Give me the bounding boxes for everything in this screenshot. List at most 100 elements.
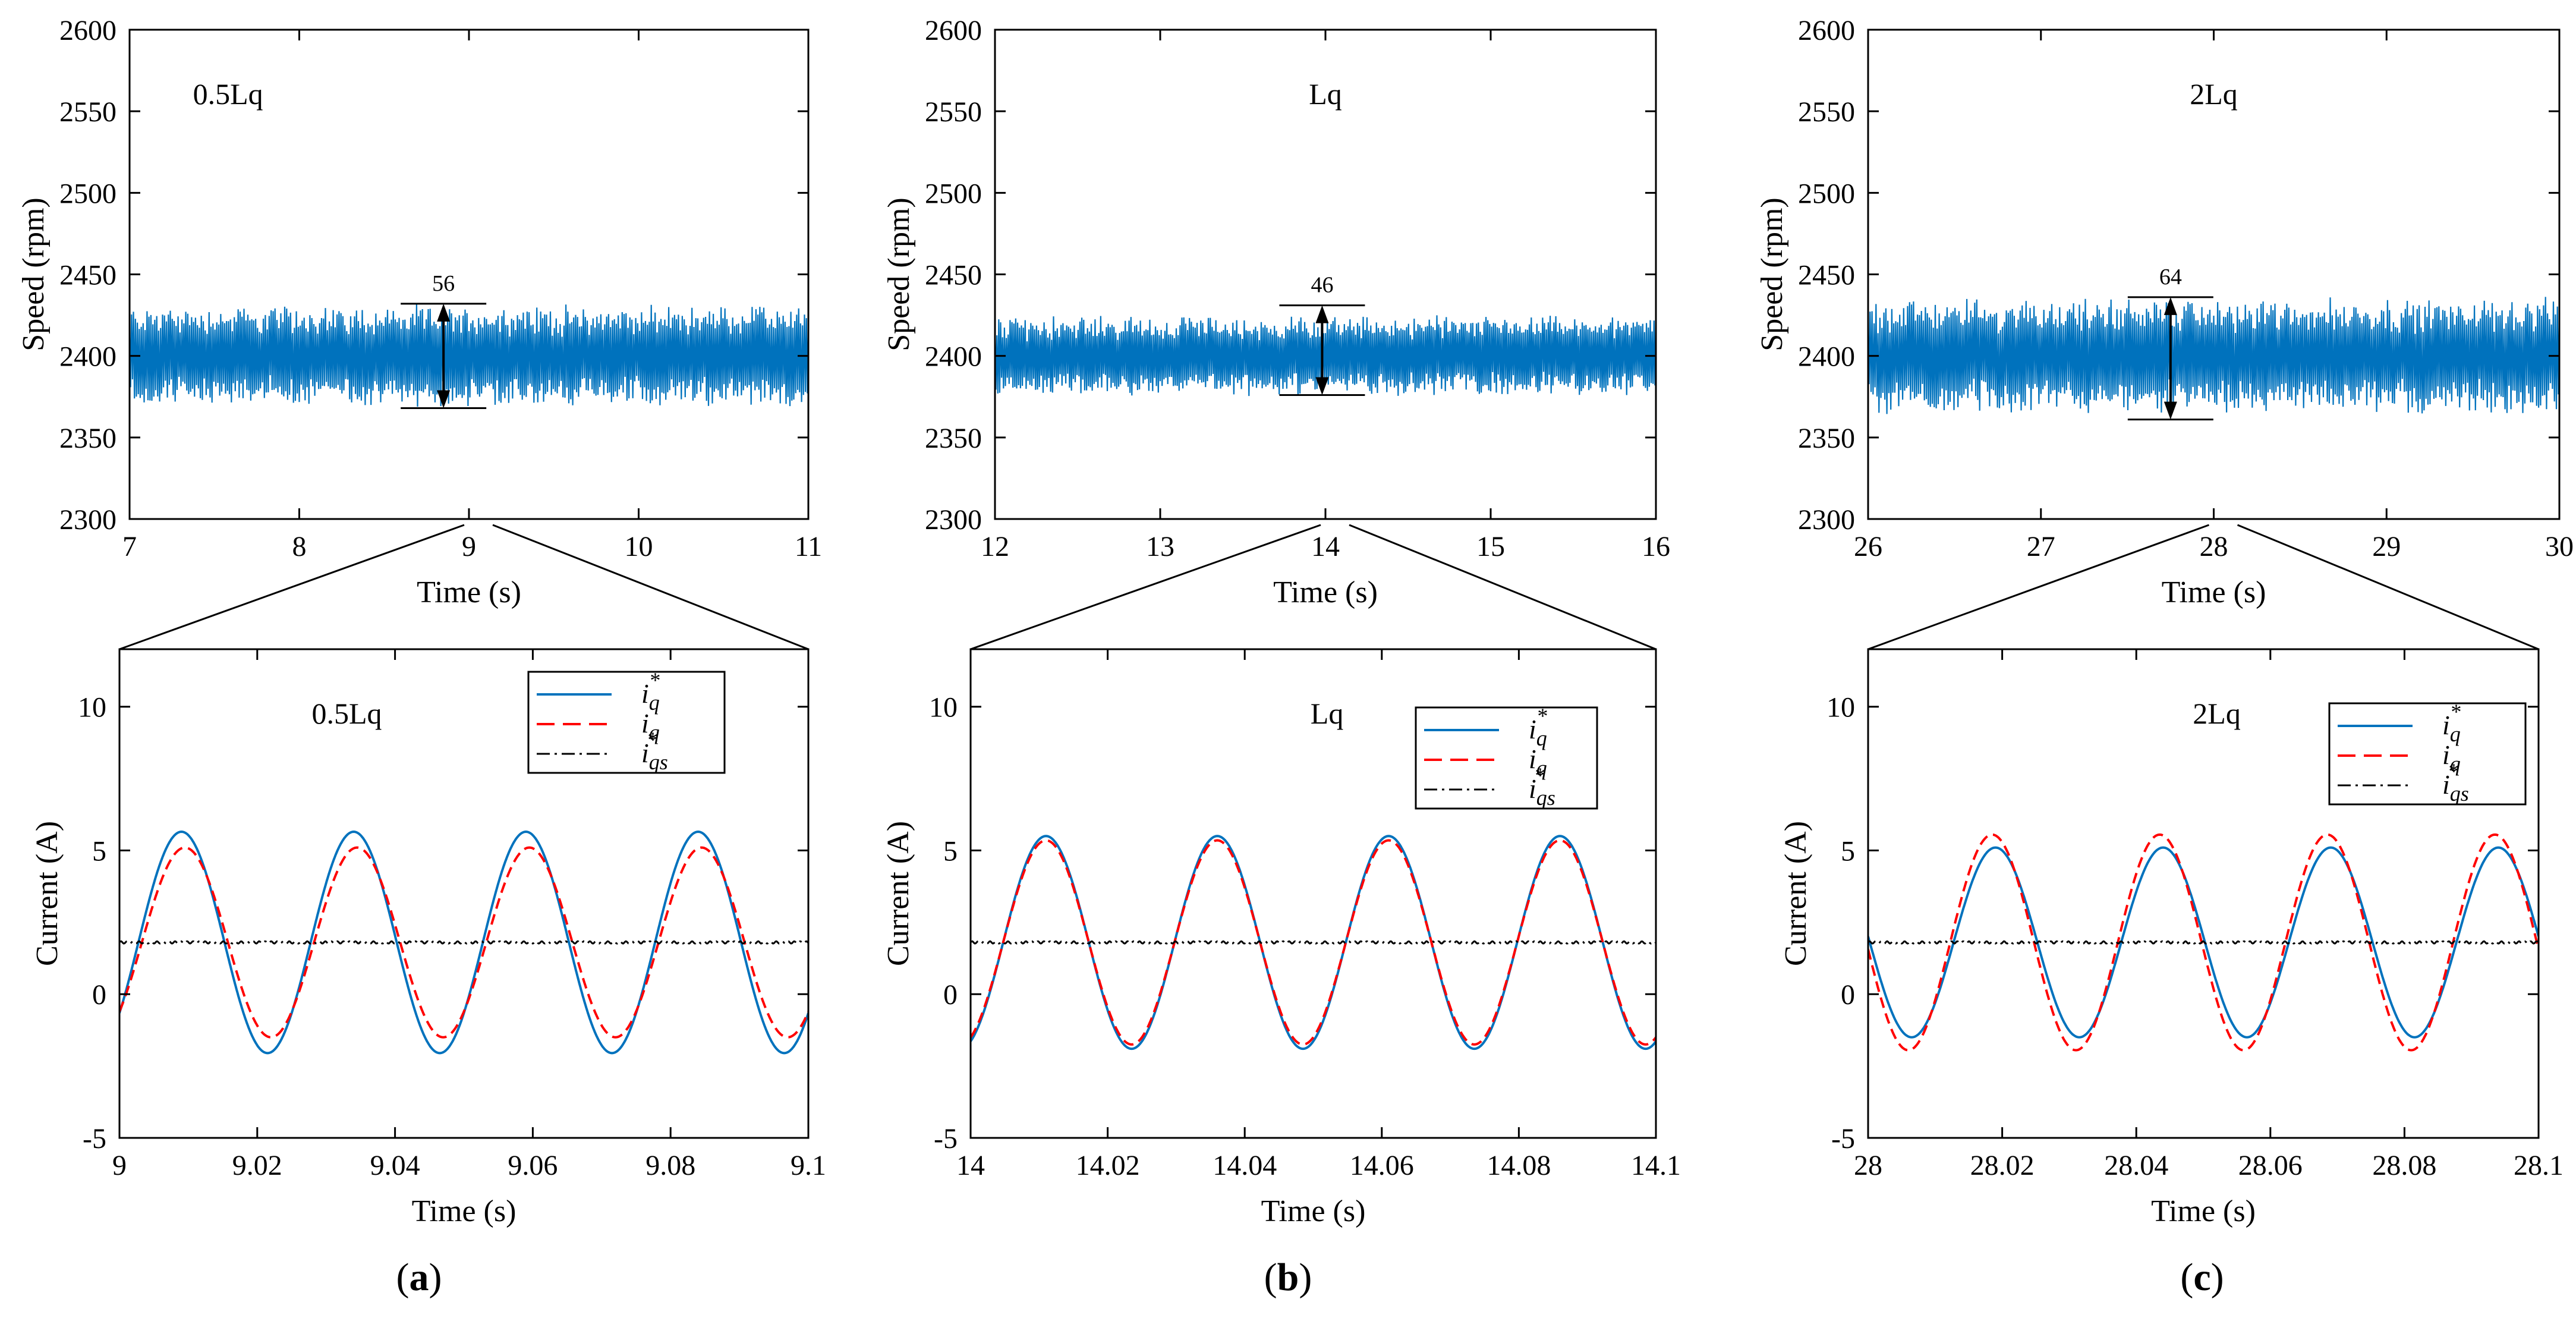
y-tick-label: 2600 [1798,15,1855,46]
arrow-head-down [437,390,451,408]
zoom-line-right [1349,524,1657,650]
speed-series [994,315,1657,397]
plot-title: 2Lq [2193,697,2241,730]
y-axis-label: Speed (rpm) [1755,197,1789,351]
x-axis-label: Time (s) [412,1194,517,1228]
y-tick-label: 2300 [59,504,116,536]
y-tick-label: 5 [1841,835,1855,867]
zoom-line-right [492,524,809,650]
y-tick-label: 2400 [1798,341,1855,373]
legend-label: iq [641,708,660,744]
x-tick-label: 14.1 [1631,1150,1681,1181]
y-tick-label: 2500 [59,178,116,209]
y-tick-label: 2300 [925,504,982,536]
legend-label: iqs* [2442,759,2469,806]
x-axis-label: Time (s) [2151,1194,2256,1228]
x-tick-label: 28.02 [1970,1150,2035,1181]
y-tick-label: 5 [92,835,106,867]
y-axis-label: Speed (rpm) [882,197,916,351]
y-tick-label: 5 [943,835,958,867]
y-tick-label: 10 [78,692,106,724]
x-tick-label: 10 [625,531,653,562]
y-axis-label: Current (A) [881,821,915,966]
y-tick-label: 2500 [925,178,982,209]
x-axis-label: Time (s) [2162,575,2266,609]
zoom-connector-b [970,524,1657,650]
legend-label: iq [2442,740,2461,776]
plot-title: Lq [1309,77,1342,111]
x-tick-label: 14.06 [1350,1150,1414,1181]
y-tick-label: 2500 [1798,178,1855,209]
x-tick-label: 27 [2027,531,2055,562]
series-iq [119,846,808,1039]
x-tick-label: 28.1 [2514,1150,2564,1181]
current-series-group [1868,833,2539,1052]
x-tick-label: 14 [1311,531,1340,562]
x-tick-label: 30 [2545,531,2574,562]
panel-label-b: (b) [1264,1256,1312,1299]
y-tick-label: -5 [1831,1123,1855,1155]
arrow-head-up [437,303,451,322]
speed-plot-c: 2Lq 64 26 27 28 29 30 2300 2350 2400 2450 2500 2550 2… [1755,15,2574,609]
y-tick-label: 2350 [1798,423,1855,454]
y-tick-label: 10 [1826,692,1855,724]
legend-label: iqs* [641,728,668,774]
y-tick-label: 2550 [1798,96,1855,128]
x-tick-label: 9.06 [508,1150,558,1181]
x-tick-label: 9 [112,1150,127,1181]
x-tick-label: 14.04 [1213,1150,1277,1181]
x-tick-label: 8 [292,531,307,562]
annotation-label: 64 [2159,265,2182,290]
x-tick-label: 28.04 [2104,1150,2168,1181]
y-tick-label: 0 [92,979,106,1011]
speed-series [1867,297,2561,414]
x-tick-label: 29 [2372,531,2401,562]
x-axis-label: Time (s) [1273,575,1378,609]
y-tick-label: 0 [1841,979,1855,1011]
panel-label-c: (c) [2180,1256,2224,1299]
x-tick-label: 9.02 [232,1150,282,1181]
x-tick-label: 9.1 [791,1150,826,1181]
x-axis-label: Time (s) [417,575,521,609]
y-tick-label: -5 [83,1123,106,1155]
plot-frame [1867,648,2540,1139]
series-iqs-ref [1868,940,2539,945]
y-axis-label: Current (A) [1779,821,1813,966]
x-tick-label: 13 [1146,531,1174,562]
zoom-connector-a [119,524,809,650]
current-series-group [119,830,808,1055]
y-tick-label: 2600 [59,15,116,46]
plot-title: Lq [1311,697,1344,730]
x-tick-label: 15 [1476,531,1505,562]
x-tick-label: 16 [1642,531,1670,562]
y-tick-label: 2600 [925,15,982,46]
y-axis-label: Current (A) [30,821,64,966]
y-tick-label: 2400 [925,341,982,373]
zoom-line-left [119,524,465,650]
x-tick-label: 28.06 [2238,1150,2303,1181]
current-series-group [971,835,1656,1050]
y-tick-label: 2550 [59,96,116,128]
x-tick-label: 11 [795,531,822,562]
annotation-label: 46 [1311,273,1333,298]
y-tick-label: 2450 [925,260,982,291]
legend-label: iq* [2442,700,2461,746]
plot-title: 2Lq [2190,77,2238,111]
y-tick-label: 2350 [59,423,116,454]
series-iq-ref [1868,846,2539,1039]
zoom-line-left [970,524,1321,650]
x-tick-label: 28.08 [2372,1150,2436,1181]
series-iq-ref [971,835,1656,1050]
y-tick-label: 2300 [1798,504,1855,536]
legend-label: iq* [641,668,660,715]
arrow-head-down [1315,377,1329,395]
speed-series [128,304,810,407]
x-tick-label: 14.08 [1487,1150,1551,1181]
plot-frame [118,648,810,1139]
